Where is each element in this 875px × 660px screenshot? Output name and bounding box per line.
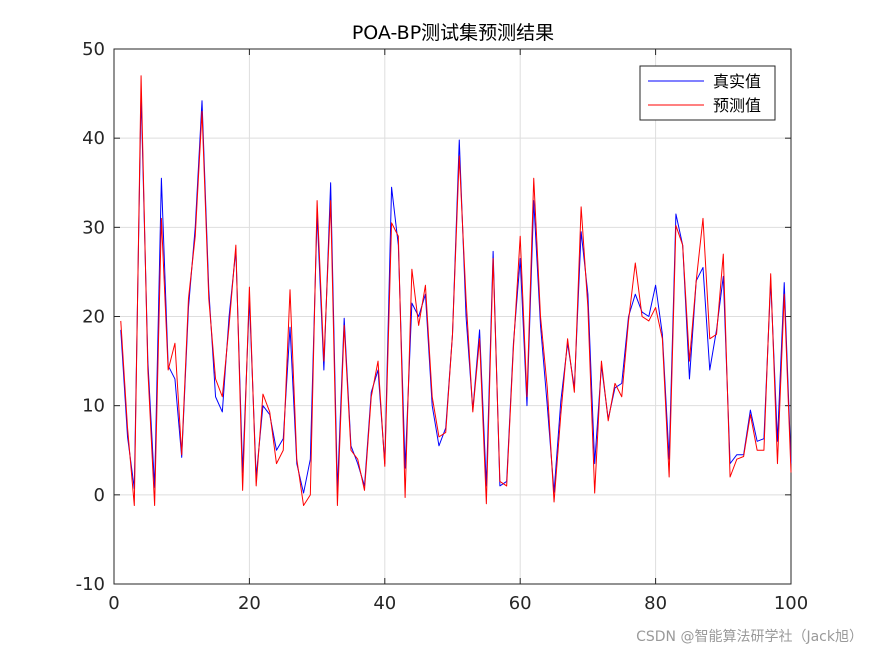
x-tick-label: 100: [774, 593, 808, 614]
legend: 真实值 预测值: [639, 65, 776, 121]
x-tick-label: 0: [108, 593, 119, 614]
y-tick-label: 50: [82, 39, 105, 60]
legend-box: [639, 65, 776, 121]
y-tick-label: -10: [76, 574, 105, 595]
x-tick-label: 20: [238, 593, 261, 614]
y-tick-label: 0: [94, 485, 105, 506]
y-tick-label: 30: [82, 217, 105, 238]
chart-title: POA-BP测试集预测结果: [352, 22, 554, 44]
legend-label-real: 真实值: [713, 72, 761, 91]
watermark: CSDN @智能算法研学社（Jack旭）: [636, 629, 863, 645]
legend-label-predicted: 预测值: [713, 96, 761, 115]
y-tick-label: 40: [82, 128, 105, 149]
series-line-predicted: [120, 75, 792, 507]
y-tick-label: 20: [82, 307, 105, 328]
series-lines: [120, 75, 792, 507]
x-tick-label: 60: [509, 593, 532, 614]
series-line-real: [120, 93, 792, 494]
grid: [113, 48, 792, 585]
y-tick-label: 10: [82, 396, 105, 417]
x-tick-label: 40: [373, 593, 396, 614]
x-tick-label: 80: [644, 593, 667, 614]
